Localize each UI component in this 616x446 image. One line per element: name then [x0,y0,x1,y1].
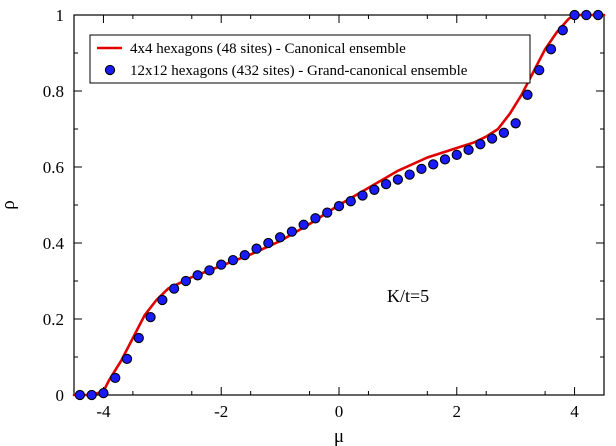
data-point-grand-canonical [322,207,333,218]
data-point-grand-canonical [86,389,97,401]
data-point-grand-canonical [581,9,592,21]
data-point-grand-canonical [534,64,545,76]
data-point-grand-canonical [145,311,156,323]
y-tick-label: 0 [56,386,65,405]
data-point-grand-canonical [133,332,144,344]
data-point-grand-canonical [545,44,557,55]
data-point-grand-canonical [286,226,298,237]
data-point-grand-canonical [98,387,109,399]
y-tick-label: 0.4 [43,234,65,253]
data-point-grand-canonical [180,275,192,287]
x-tick-label: 0 [335,402,344,421]
x-tick-label: 4 [570,402,579,421]
data-point-grand-canonical [298,219,309,230]
data-point-grand-canonical [486,133,498,144]
data-point-grand-canonical [239,250,250,261]
y-tick-label: 0.2 [43,310,64,329]
data-point-grand-canonical [357,190,368,201]
x-tick-label: 2 [453,402,462,421]
series-layer [72,9,606,401]
data-point-grand-canonical [216,259,227,270]
data-point-grand-canonical [345,196,356,207]
data-point-grand-canonical [192,270,203,281]
data-point-grand-canonical [121,353,133,365]
y-tick-label: 0.8 [43,82,64,101]
data-point-grand-canonical [204,265,215,276]
y-tick-label: 0.6 [43,158,64,177]
data-point-grand-canonical [263,237,274,249]
data-point-grand-canonical [74,389,86,401]
data-point-grand-canonical [463,144,474,156]
data-point-grand-canonical [380,178,392,190]
x-axis-title: μ [334,426,344,446]
data-point-grand-canonical [404,169,415,180]
data-point-grand-canonical [392,174,404,185]
data-point-grand-canonical [522,89,533,100]
annotation-k-over-t: K/t=5 [387,286,429,306]
data-point-grand-canonical [227,254,239,266]
data-point-grand-canonical [475,139,486,150]
legend: 4x4 hexagons (48 sites) - Canonical ense… [89,34,531,84]
data-point-grand-canonical [251,243,262,254]
data-point-grand-canonical [569,9,580,21]
y-axis-title: ρ [0,200,19,209]
data-point-grand-canonical [498,127,510,138]
data-point-grand-canonical [439,154,451,165]
data-point-grand-canonical [557,25,568,36]
legend-entry-grand-canonical: 12x12 hexagons (432 sites) - Grand-canon… [130,63,468,79]
legend-marker-swatch [104,64,116,76]
data-point-grand-canonical [510,118,521,129]
data-point-grand-canonical [310,213,321,224]
data-point-grand-canonical [416,163,427,175]
data-point-grand-canonical [333,200,345,212]
data-point-grand-canonical [428,159,439,170]
y-tick-label: 1 [56,6,65,25]
legend-box [89,34,531,84]
x-tick-label: -4 [96,402,111,421]
data-point-grand-canonical [451,149,462,160]
data-point-grand-canonical [592,9,604,21]
data-point-grand-canonical [168,283,180,294]
data-point-grand-canonical [274,232,286,243]
data-point-grand-canonical [369,184,380,195]
legend-entry-canonical: 4x4 hexagons (48 sites) - Canonical ense… [130,41,406,57]
data-point-grand-canonical [157,294,168,306]
x-tick-label: -2 [214,402,228,421]
data-point-grand-canonical [110,372,121,384]
